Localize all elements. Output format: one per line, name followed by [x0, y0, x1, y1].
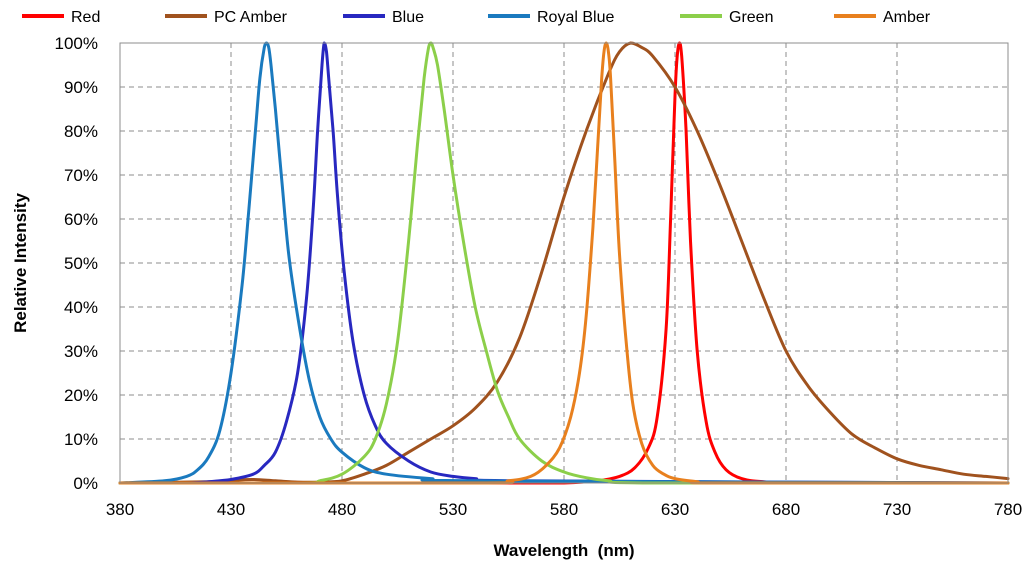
series-line-green — [118, 41, 1010, 485]
series-line-blue — [118, 41, 1010, 485]
series-lines — [118, 41, 1010, 485]
grid — [120, 43, 1008, 483]
x-tick-label: 730 — [883, 500, 911, 519]
x-tick-label: 530 — [439, 500, 467, 519]
y-tick-label: 10% — [64, 430, 98, 449]
y-tick-label: 20% — [64, 386, 98, 405]
legend: Red PC Amber Blue Royal Blue Green Amber — [22, 9, 931, 26]
x-tick-labels: 380 430 480 530 580 630 680 730 780 — [106, 500, 1022, 519]
x-tick-label: 630 — [661, 500, 689, 519]
y-tick-labels: 0% 10% 20% 30% 40% 50% 60% 70% 80% 90% 100% — [55, 34, 98, 493]
y-tick-label: 50% — [64, 254, 98, 273]
x-tick-label: 780 — [994, 500, 1022, 519]
x-tick-label: 430 — [217, 500, 245, 519]
y-tick-label: 70% — [64, 166, 98, 185]
y-tick-label: 100% — [55, 34, 98, 53]
y-tick-label: 90% — [64, 78, 98, 97]
x-tick-label: 480 — [328, 500, 356, 519]
x-tick-label: 680 — [772, 500, 800, 519]
legend-label-royal-blue: Royal Blue — [537, 9, 614, 26]
x-tick-label: 380 — [106, 500, 134, 519]
y-tick-label: 30% — [64, 342, 98, 361]
legend-label-blue: Blue — [392, 9, 424, 26]
y-tick-label: 0% — [73, 474, 98, 493]
series-line-royal-blue — [118, 41, 1010, 485]
x-axis-title: Wavelength (nm) — [493, 541, 634, 560]
y-tick-label: 80% — [64, 122, 98, 141]
plot-frame — [119, 42, 1009, 484]
legend-label-red: Red — [71, 9, 100, 26]
legend-label-pc-amber: PC Amber — [214, 9, 288, 26]
y-tick-label: 40% — [64, 298, 98, 317]
y-axis-title: Relative Intensity — [11, 193, 30, 333]
legend-label-green: Green — [729, 9, 773, 26]
y-tick-label: 60% — [64, 210, 98, 229]
x-tick-label: 580 — [550, 500, 578, 519]
legend-label-amber: Amber — [883, 9, 931, 26]
